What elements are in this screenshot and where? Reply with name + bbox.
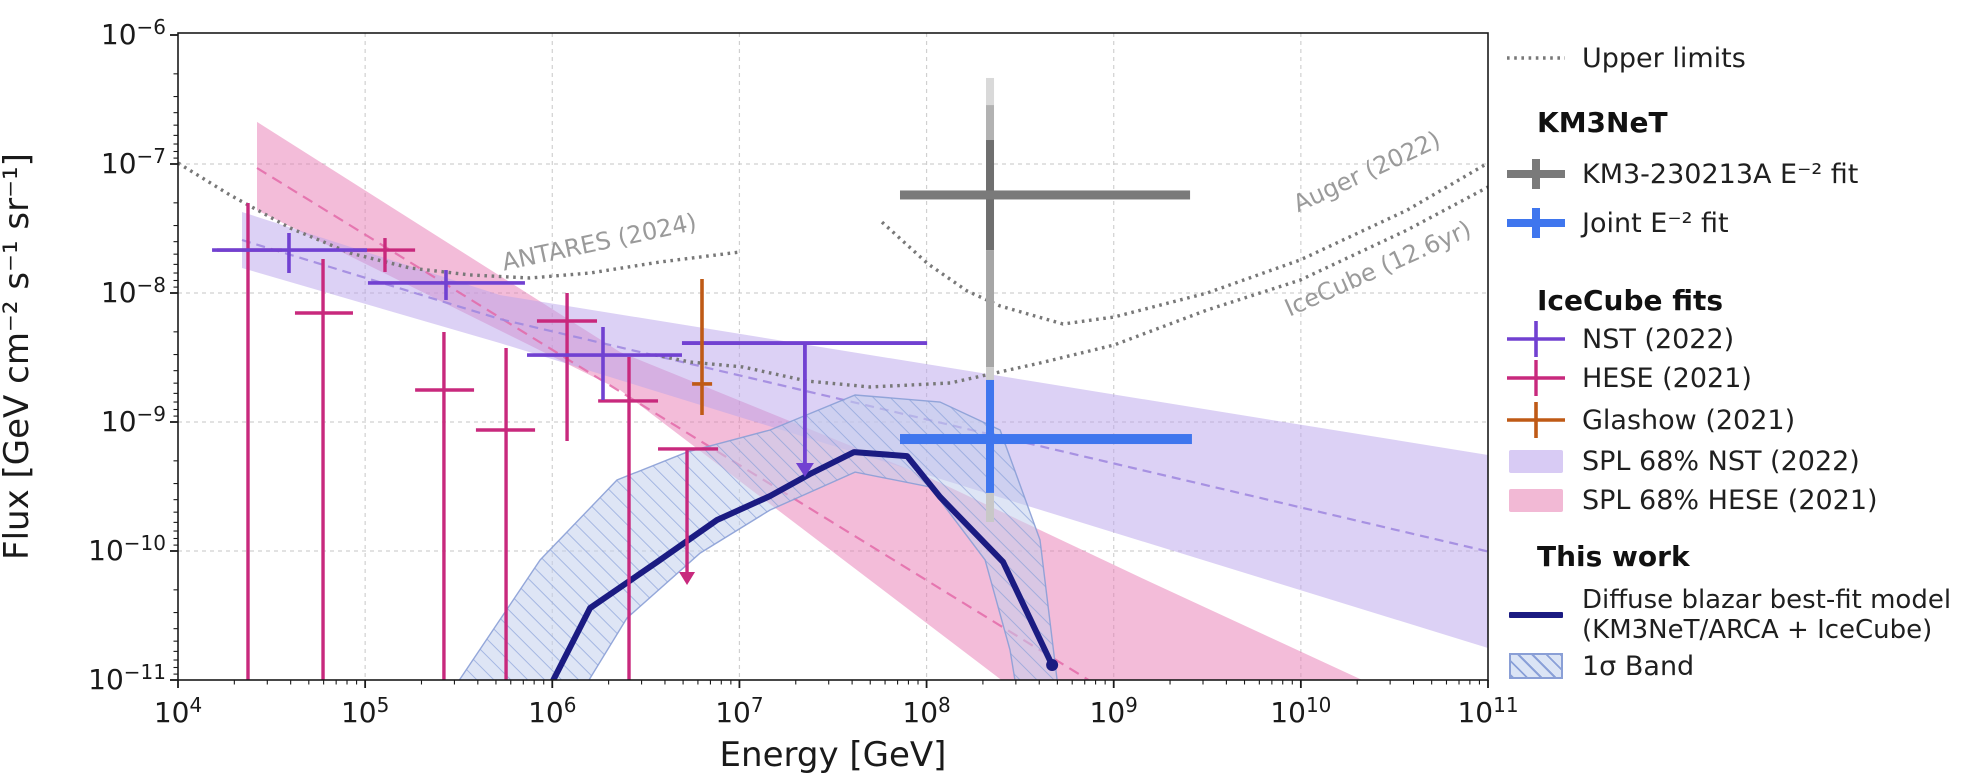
- svg-text:10−9: 10−9: [101, 402, 166, 438]
- svg-text:105: 105: [341, 693, 389, 729]
- svg-text:10−7: 10−7: [101, 144, 166, 180]
- svg-text:10−8: 10−8: [101, 273, 166, 309]
- svg-text:Flux [GeV cm⁻² s⁻¹ sr⁻¹]: Flux [GeV cm⁻² s⁻¹ sr⁻¹]: [0, 153, 37, 560]
- svg-text:109: 109: [1090, 693, 1138, 729]
- svg-text:10−6: 10−6: [101, 15, 166, 51]
- svg-text:10−10: 10−10: [88, 531, 166, 567]
- svg-text:1011: 1011: [1457, 693, 1518, 729]
- svg-text:Energy [GeV]: Energy [GeV]: [720, 735, 947, 775]
- svg-text:1010: 1010: [1270, 693, 1331, 729]
- svg-text:108: 108: [902, 693, 950, 729]
- svg-text:104: 104: [154, 693, 202, 729]
- svg-text:106: 106: [528, 693, 576, 729]
- svg-text:ANTARES (2024): ANTARES (2024): [499, 208, 699, 277]
- svg-text:107: 107: [715, 693, 763, 729]
- svg-text:10−11: 10−11: [88, 660, 166, 696]
- svg-text:Auger (2022): Auger (2022): [1289, 125, 1445, 218]
- svg-text:IceCube (12.6yr): IceCube (12.6yr): [1280, 215, 1475, 322]
